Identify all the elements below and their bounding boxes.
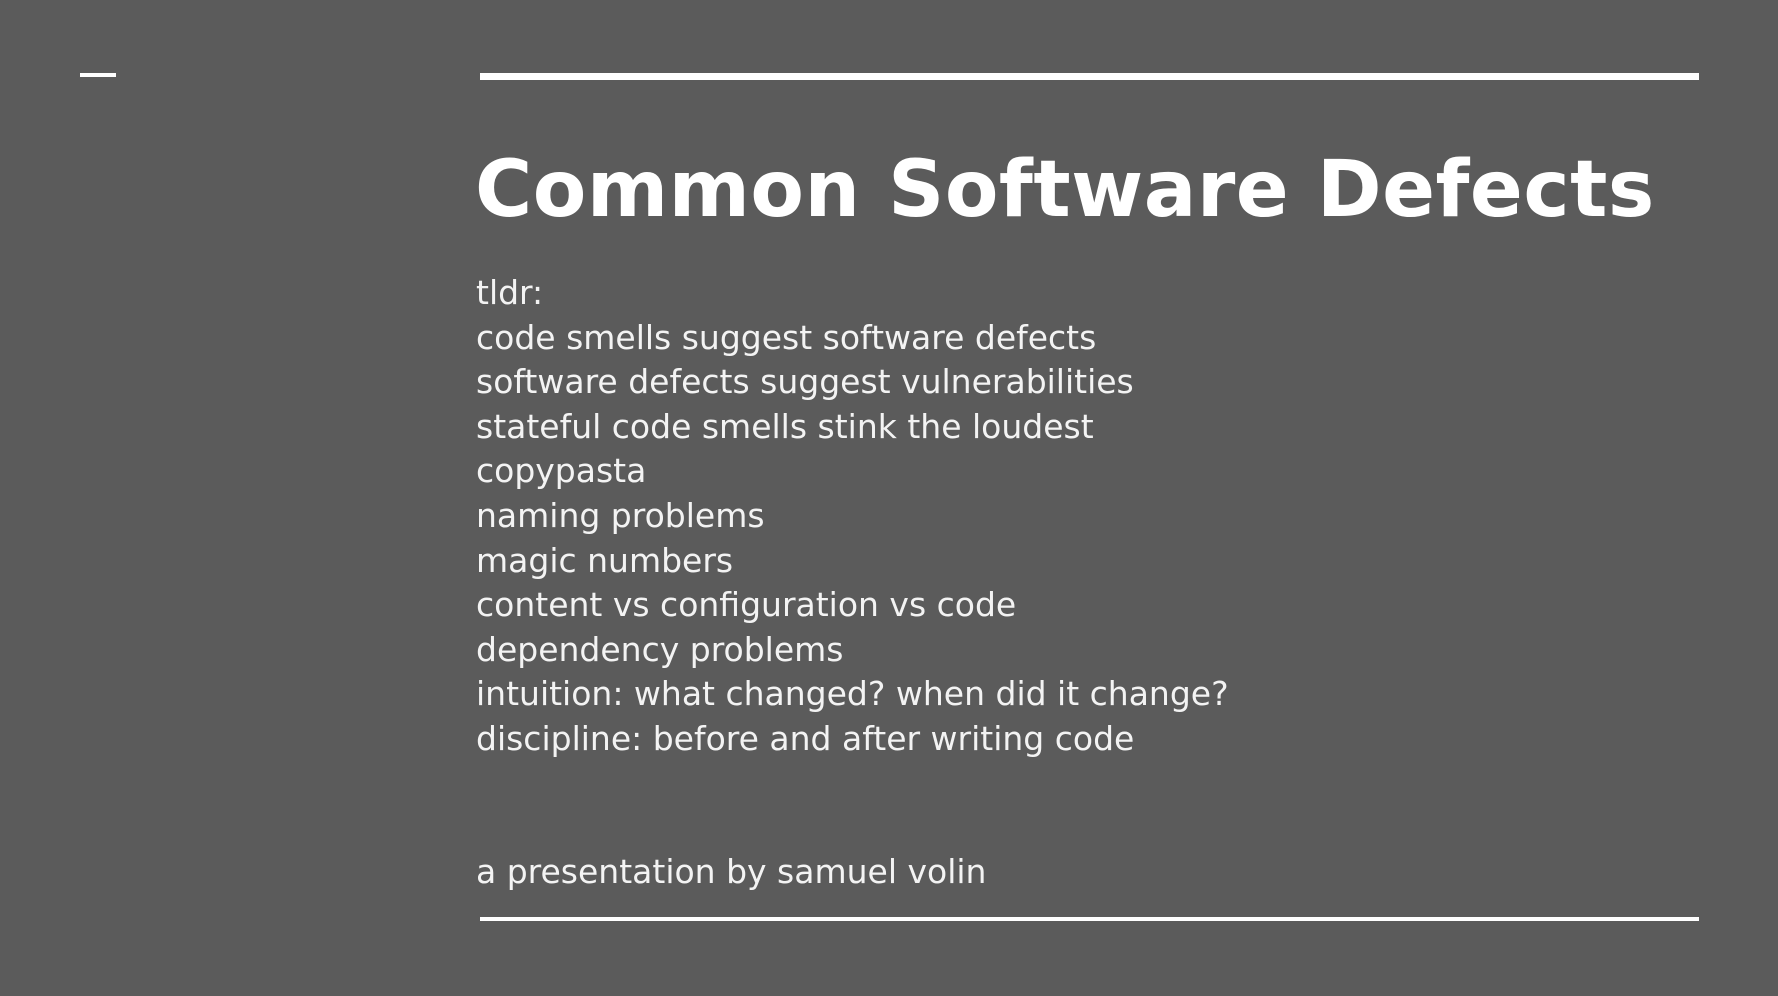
body-line: content vs configuration vs code (476, 585, 1017, 625)
body-line: magic numbers (476, 540, 734, 580)
body-line: discipline: before and after writing cod… (476, 718, 1135, 758)
body-line: intuition: what changed? when did it cha… (476, 674, 1229, 714)
body-line: stateful code smells stink the loudest (476, 406, 1094, 446)
bottom-divider (480, 917, 1699, 921)
corner-dash (80, 73, 116, 77)
presentation-byline: a presentation by samuel volin (476, 852, 987, 891)
body-line: software defects suggest vulnerabilities (476, 362, 1134, 402)
body-line: dependency problems (476, 629, 844, 669)
body-line: copypasta (476, 451, 647, 491)
body-line: naming problems (476, 495, 765, 535)
slide-body: tldr: code smells suggest software defec… (476, 271, 1676, 762)
top-divider (480, 73, 1699, 80)
slide-title: Common Software Defects (475, 145, 1655, 235)
body-line: tldr: (476, 273, 544, 312)
body-line: code smells suggest software defects (476, 317, 1097, 357)
